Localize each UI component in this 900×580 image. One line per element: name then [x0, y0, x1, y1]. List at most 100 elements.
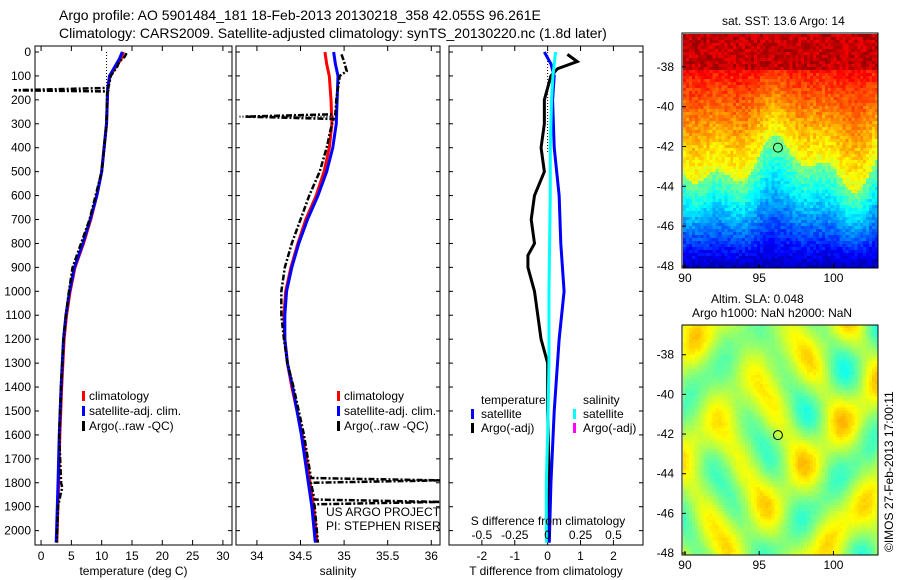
y-tick-label: 500: [11, 165, 31, 179]
series-s-satellite: [544, 51, 558, 543]
lat-tick-label: -46: [657, 506, 675, 520]
y-tick-label: 1700: [4, 452, 31, 466]
lon-tick-label: 90: [678, 271, 692, 285]
legend-swatch: [82, 421, 85, 431]
x2-tick-label: -0.5: [472, 528, 493, 542]
lat-tick-label: -42: [657, 427, 675, 441]
y-tick-label: 1300: [4, 356, 31, 370]
legend-swatch: [82, 406, 85, 416]
x-tick-label: 25: [186, 549, 200, 563]
axes-box-difference: [448, 45, 644, 546]
y-tick-label: 700: [11, 213, 31, 227]
x2-tick-label: 0: [544, 528, 551, 542]
lon-tick-label: 100: [823, 271, 843, 285]
figure-title-line2: Climatology: CARS2009. Satellite-adjuste…: [59, 25, 607, 41]
x-tick-label: 2: [610, 549, 617, 563]
x-axis-label: T difference from climatology: [469, 564, 623, 578]
x-tick-label: 1: [577, 549, 584, 563]
y-tick-label: 300: [11, 117, 31, 131]
y-tick-label: 200: [11, 93, 31, 107]
x2-tick-label: -0.25: [501, 528, 529, 542]
y-tick-label: 800: [11, 236, 31, 250]
legend-label: Argo(-adj): [481, 421, 534, 435]
legend-swatch: [337, 406, 340, 416]
y-tick-label: 1100: [5, 308, 31, 322]
legend-swatch: [573, 423, 576, 433]
lat-tick-label: -48: [657, 546, 675, 560]
sla-map-heatmap: [683, 325, 878, 555]
x-axis-label: salinity: [320, 564, 357, 578]
lat-tick-label: -38: [657, 348, 675, 362]
x-tick-label: 34.5: [289, 549, 313, 563]
y-tick-label: 1900: [4, 500, 31, 514]
sst-map-title: sat. SST: 13.6 Argo: 14: [722, 14, 845, 28]
x2-tick-label: 0.5: [605, 528, 622, 542]
x-tick-label: 34: [250, 549, 264, 563]
lat-tick-label: -46: [657, 219, 675, 233]
legend-label: climatology: [89, 389, 149, 403]
imos-credit: ©IMOS 27-Feb-2013 17:00:11: [882, 391, 896, 552]
x-tick-label: 35: [337, 549, 351, 563]
panel-temperature: 0 5 10 15 20 25 30 temperature (deg C) 0 100 200 30…: [4, 45, 233, 578]
y-tick-label: 1800: [4, 476, 31, 490]
legend-label: Argo(..raw -QC): [344, 419, 429, 433]
legend-swatch: [573, 409, 576, 419]
pi-annotation: PI: STEPHEN RISER: [326, 519, 441, 533]
legend-swatch: [471, 423, 474, 433]
legend-swatch: [82, 391, 85, 401]
argo-position-marker: [772, 430, 783, 441]
x-tick-label: 35.5: [376, 549, 400, 563]
x-tick-label: 30: [216, 549, 230, 563]
legend-label: satellite-adj. clim.: [89, 404, 181, 418]
series-t-argo: [526, 53, 581, 543]
sla-map-title: Altim. SLA: 0.048: [711, 292, 804, 306]
legend-swatch: [471, 409, 474, 419]
legend-label: Argo(-adj): [583, 421, 636, 435]
y-tick-label: 1500: [4, 404, 31, 418]
legend-label: satellite: [481, 407, 522, 421]
y-tick-label: 1600: [4, 428, 31, 442]
series-argo: [244, 53, 441, 543]
x-tick-label: 0: [38, 549, 45, 563]
legend-title: temperature: [481, 393, 546, 407]
map-frame: [681, 32, 879, 269]
lon-tick-label: 90: [678, 558, 692, 572]
legend-label: satellite-adj. clim.: [344, 404, 436, 418]
lat-tick-label: -40: [657, 100, 675, 114]
y-tick-label: 1000: [4, 284, 31, 298]
lon-tick-label: 100: [823, 558, 843, 572]
panel-salinity: 34 34.5 35 35.5 36 salinity climatologysatelli…: [235, 45, 441, 578]
y-tick-label: 1200: [4, 332, 31, 346]
sla-map-subtitle: Argo h1000: NaN h2000: NaN: [692, 306, 853, 320]
y-tick-label: 0: [24, 45, 31, 59]
legend-label: climatology: [344, 389, 404, 403]
x-tick-label: 0: [544, 549, 551, 563]
map-frame: [681, 324, 879, 556]
lon-tick-label: 95: [753, 271, 767, 285]
lon-tick-label: 95: [753, 558, 767, 572]
x2-axis-label: S difference from climatology: [471, 514, 626, 528]
legend-title: salinity: [583, 393, 620, 407]
legend-swatch: [337, 391, 340, 401]
x-tick-label: 20: [156, 549, 170, 563]
x-tick-label: -2: [477, 549, 488, 563]
x-axis-label: temperature (deg C): [79, 564, 187, 578]
x-tick-label: 5: [68, 549, 75, 563]
lat-tick-label: -44: [657, 467, 675, 481]
lat-tick-label: -42: [657, 140, 675, 154]
x2-tick-label: 0.25: [569, 528, 593, 542]
pi-annotation: US ARGO PROJECT: [326, 505, 441, 519]
axes-box-salinity: [235, 45, 441, 546]
legend-label: Argo(..raw -QC): [89, 419, 174, 433]
y-tick-label: 900: [11, 260, 31, 274]
series-argo: [13, 52, 128, 543]
y-tick-label: 1400: [4, 380, 31, 394]
argo-position-marker: [772, 142, 783, 153]
x-tick-label: 36: [425, 549, 439, 563]
axes-box-temperature: [34, 45, 233, 546]
panel-difference: -2 -1 0 1 2T difference from climatology -0.5…: [448, 45, 644, 578]
lat-tick-label: -48: [657, 259, 675, 273]
